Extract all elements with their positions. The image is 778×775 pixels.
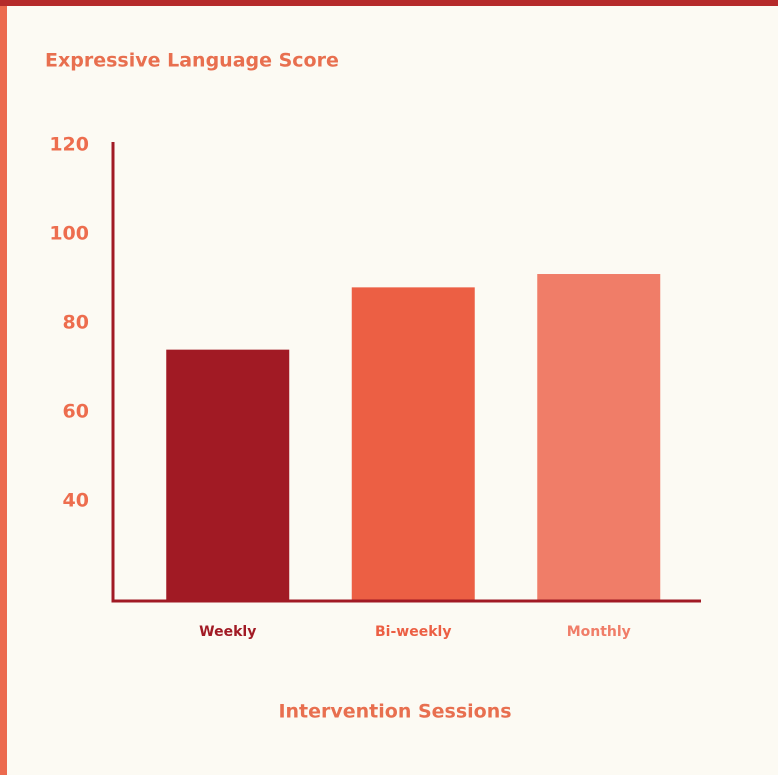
bar bbox=[537, 274, 661, 601]
x-tick-label: Weekly bbox=[199, 624, 256, 640]
top-border bbox=[0, 0, 778, 6]
y-tick-label: 60 bbox=[63, 400, 89, 422]
left-border bbox=[0, 0, 7, 775]
chart-title: Expressive Language Score bbox=[45, 50, 339, 72]
x-axis-label: Intervention Sessions bbox=[278, 701, 511, 723]
bar bbox=[351, 287, 475, 601]
y-tick-label: 80 bbox=[63, 311, 89, 333]
x-tick-label: Monthly bbox=[567, 624, 631, 640]
y-tick-label: 100 bbox=[49, 222, 89, 244]
x-tick-label: Bi-weekly bbox=[375, 624, 451, 640]
y-tick-label: 120 bbox=[49, 134, 89, 156]
bar bbox=[166, 349, 290, 601]
y-tick-label: 40 bbox=[63, 489, 89, 511]
